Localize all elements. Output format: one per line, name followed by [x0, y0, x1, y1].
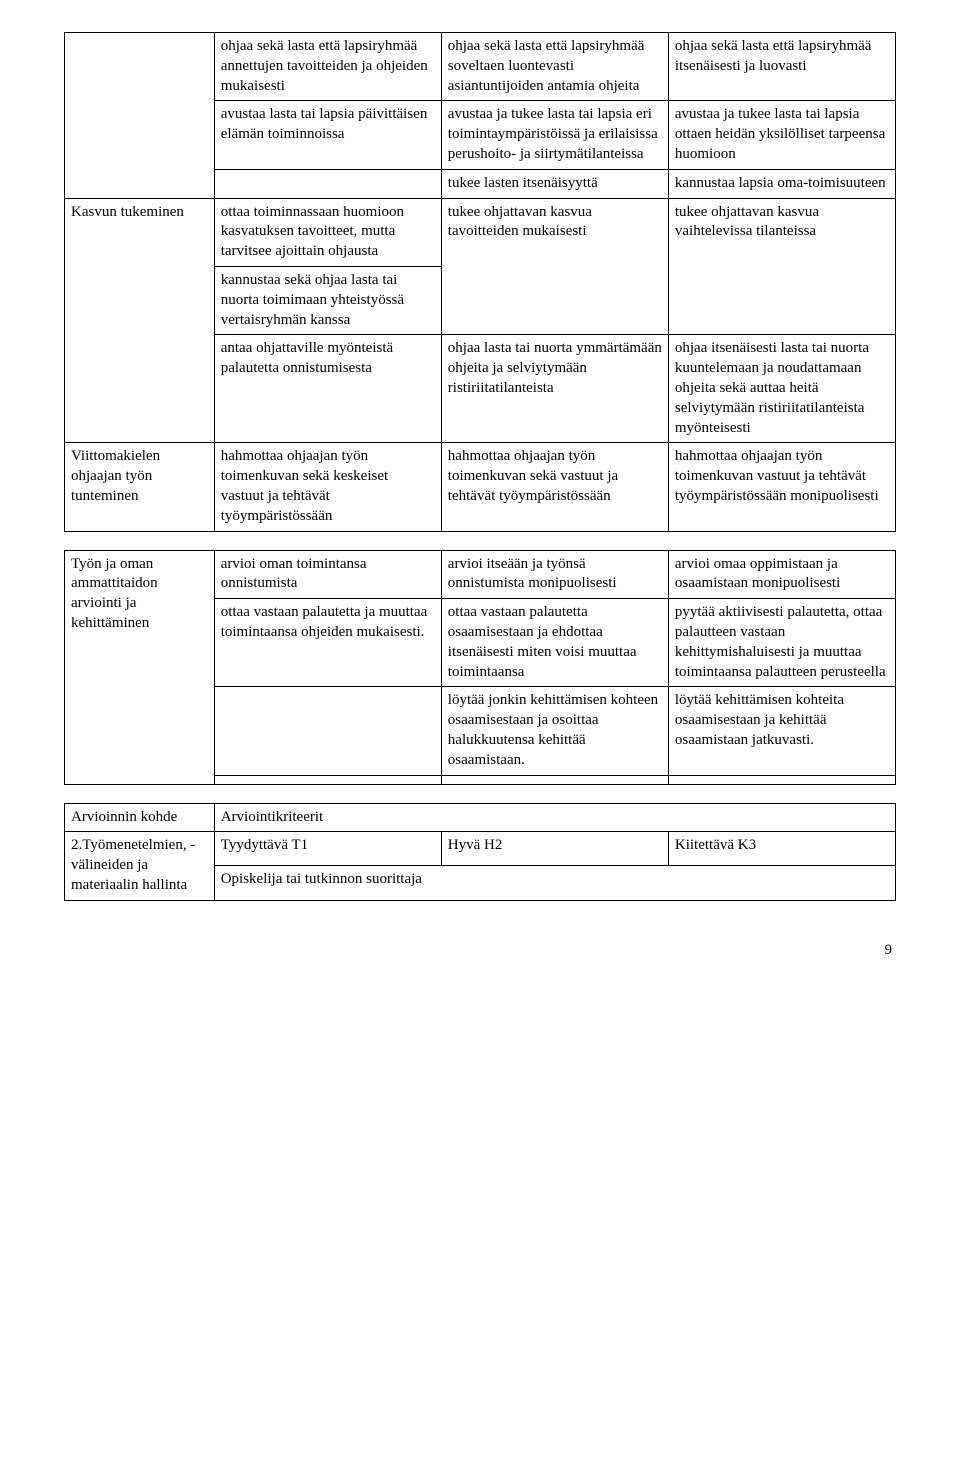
cell: arvioi omaa oppimistaan ja osaamistaan m… [668, 550, 895, 599]
cell: hahmottaa ohjaajan työn toimenkuvan sekä… [214, 443, 441, 531]
row-heading: Viittomakielen ohjaajan työn tunteminen [65, 443, 215, 531]
cell: löytää kehittämisen kohteita osaamisesta… [668, 687, 895, 775]
cell: tukee ohjattavan kasvua tavoitteiden muk… [441, 198, 668, 335]
cell: avustaa lasta tai lapsia päivittäisen el… [214, 101, 441, 169]
row-heading: Työn ja oman ammattitaidon arviointi ja … [65, 550, 215, 784]
cell: avustaa ja tukee lasta tai lapsia eri to… [441, 101, 668, 169]
cell: Arviointikriteerit [214, 803, 895, 832]
cell: ohjaa sekä lasta että lapsiryhmää annett… [214, 33, 441, 101]
cell: ohjaa itsenäisesti lasta tai nuorta kuun… [668, 335, 895, 443]
table-row: Työn ja oman ammattitaidon arviointi ja … [65, 550, 896, 599]
cell: Tyydyttävä T1 [214, 832, 441, 866]
cell: ottaa vastaan palautetta ja muuttaa toim… [214, 599, 441, 687]
page-number: 9 [64, 941, 896, 961]
cell: tukee lasten itsenäisyyttä [441, 169, 668, 198]
cell: arvioi itseään ja työnsä onnistumista mo… [441, 550, 668, 599]
cell: hahmottaa ohjaajan työn toimenkuvan sekä… [441, 443, 668, 531]
criteria-table-2: Työn ja oman ammattitaidon arviointi ja … [64, 550, 896, 785]
criteria-table-1: ohjaa sekä lasta että lapsiryhmää annett… [64, 32, 896, 532]
cell-empty [441, 775, 668, 784]
cell: pyytää aktiivisesti palautetta, ottaa pa… [668, 599, 895, 687]
cell: kannustaa sekä ohjaa lasta tai nuorta to… [214, 266, 441, 334]
cell-empty [214, 775, 441, 784]
cell: kannustaa lapsia oma-toimisuuteen [668, 169, 895, 198]
row-heading: 2.Työmenetelmien, -välineiden ja materia… [65, 832, 215, 900]
cell: ohjaa sekä lasta että lapsiryhmää itsenä… [668, 33, 895, 101]
criteria-table-3: Arvioinnin kohde Arviointikriteerit 2.Ty… [64, 803, 896, 901]
table-row: ohjaa sekä lasta että lapsiryhmää annett… [65, 33, 896, 101]
cell: ottaa vastaan palautetta osaamisestaan j… [441, 599, 668, 687]
cell-empty [214, 169, 441, 198]
cell: ohjaa lasta tai nuorta ymmärtämään ohjei… [441, 335, 668, 443]
table-row: Viittomakielen ohjaajan työn tunteminen … [65, 443, 896, 531]
row-heading: Arvioinnin kohde [65, 803, 215, 832]
table-row: 2.Työmenetelmien, -välineiden ja materia… [65, 832, 896, 866]
cell: löytää jonkin kehittämisen kohteen osaam… [441, 687, 668, 775]
cell: Kiitettävä K3 [668, 832, 895, 866]
cell-empty [668, 775, 895, 784]
table-row: Kasvun tukeminen ottaa toiminnassaan huo… [65, 198, 896, 266]
cell: avustaa ja tukee lasta tai lapsia ottaen… [668, 101, 895, 169]
cell: hahmottaa ohjaajan työn toimenkuvan vast… [668, 443, 895, 531]
cell: antaa ohjattaville myönteistä palautetta… [214, 335, 441, 443]
cell: ottaa toiminnassaan huomioon kasvatuksen… [214, 198, 441, 266]
row-heading: Kasvun tukeminen [65, 198, 215, 443]
cell: Hyvä H2 [441, 832, 668, 866]
cell: ohjaa sekä lasta että lapsiryhmää sovelt… [441, 33, 668, 101]
row-heading-empty [65, 33, 215, 199]
cell-empty [214, 687, 441, 775]
cell: arvioi oman toimintansa onnistumista [214, 550, 441, 599]
cell: Opiskelija tai tutkinnon suorittaja [214, 866, 895, 900]
cell: tukee ohjattavan kasvua vaihtelevissa ti… [668, 198, 895, 335]
table-row: Arvioinnin kohde Arviointikriteerit [65, 803, 896, 832]
